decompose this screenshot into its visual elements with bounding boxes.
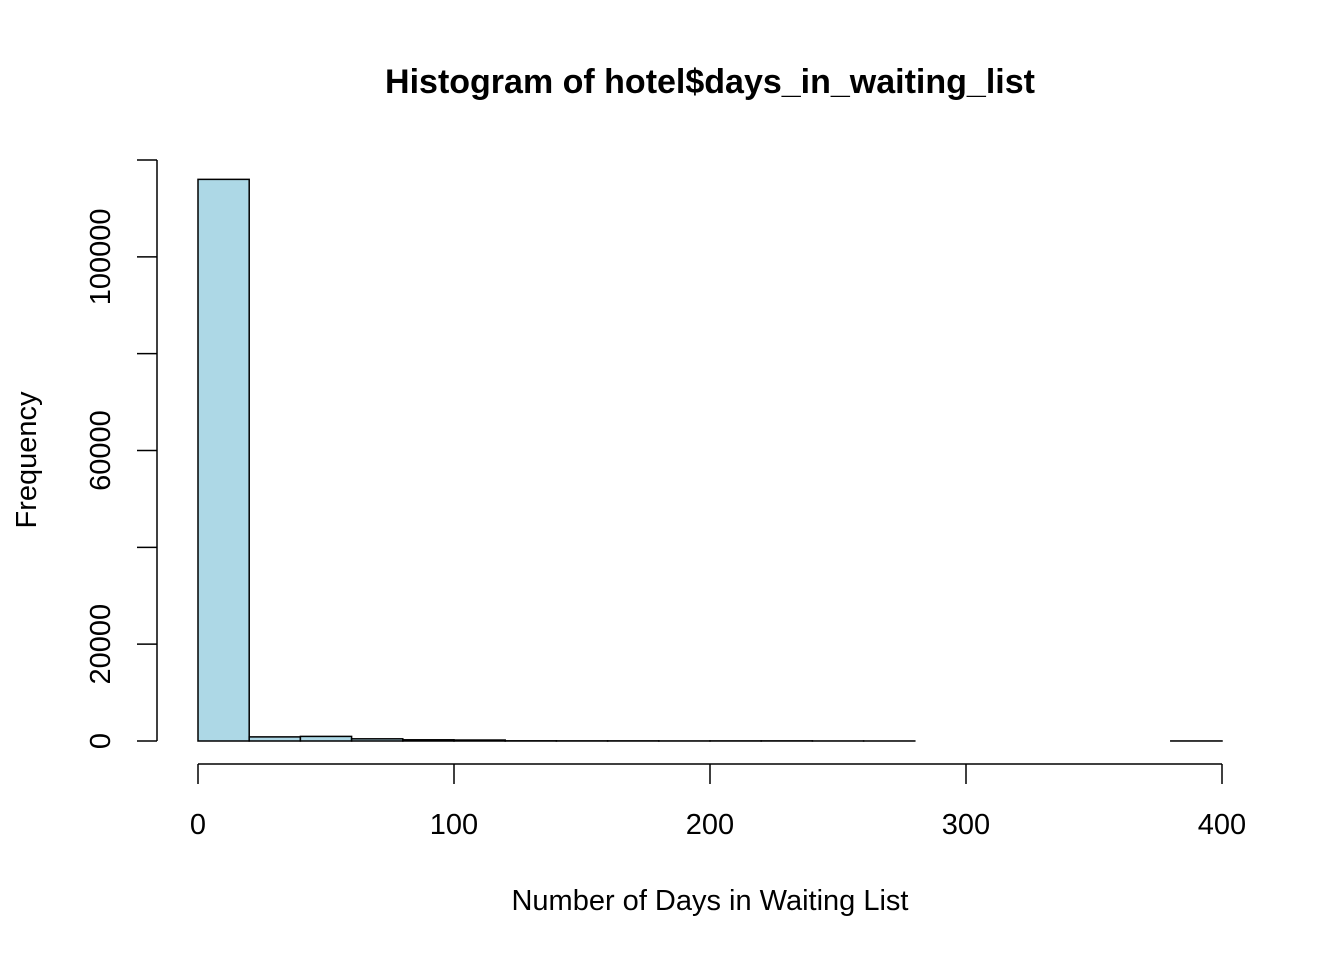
y-tick-label: 0: [85, 733, 117, 749]
histogram-bar-2: [299, 735, 353, 742]
x-tick-label: 400: [1198, 809, 1246, 841]
y-axis: 0 20000 60000 100000: [85, 159, 158, 749]
y-tick-label: 100000: [85, 208, 117, 305]
y-tick-label: 60000: [85, 410, 117, 491]
histogram-bar-5: [453, 739, 506, 742]
x-axis-label: Number of Days in Waiting List: [511, 885, 908, 917]
x-tick-label: 200: [686, 809, 734, 841]
x-tick-label: 300: [942, 809, 990, 841]
histogram-bar-0: [197, 178, 250, 742]
x-tick-label: 100: [430, 809, 478, 841]
bars-group: [197, 178, 1223, 742]
x-tick-label: 0: [190, 809, 206, 841]
y-tick-label: 20000: [85, 604, 117, 685]
histogram-bar-3: [350, 738, 404, 742]
x-axis: 0 100 200 300 400: [190, 763, 1246, 841]
chart-title: Histogram of hotel$days_in_waiting_list: [385, 63, 1035, 101]
histogram-bar-4: [402, 739, 455, 742]
histogram-bar-1: [248, 736, 302, 742]
y-axis-label: Frequency: [11, 391, 43, 529]
